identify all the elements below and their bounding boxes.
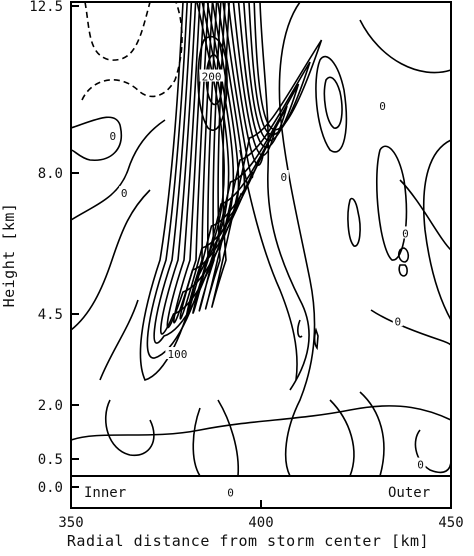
right-contour xyxy=(278,1,316,477)
contour-lines xyxy=(70,1,452,477)
right-closed-contour xyxy=(347,197,361,247)
mid-contour xyxy=(239,149,298,381)
jet-contour xyxy=(166,1,246,329)
zero-contour xyxy=(70,189,151,331)
contour-label-background xyxy=(225,485,236,498)
right-contour xyxy=(399,179,452,251)
x-axis-title: Radial distance from storm center [km] xyxy=(67,532,429,550)
negative-contour xyxy=(81,1,183,101)
contour-label-background xyxy=(278,170,289,183)
right-contour xyxy=(370,309,452,346)
jet-contour xyxy=(211,1,323,308)
lower-contour xyxy=(359,391,385,477)
contour-value-labels: 200 100 0 0 0 0 0 0 0 0 xyxy=(107,69,426,500)
upper-max-contour xyxy=(197,35,228,131)
y-tick-label: 12.5 xyxy=(29,0,63,15)
y-tick-label: 0.5 xyxy=(38,452,63,468)
axis-ticks: 350 400 450 12.5 8.0 4.5 2.0 0.5 0.0 xyxy=(29,0,463,531)
contour-label: 0 xyxy=(227,487,234,500)
contour-label: 100 xyxy=(167,348,187,361)
contour-label-background xyxy=(392,314,403,327)
contour-label-background xyxy=(107,128,118,141)
region-label-outer: Outer xyxy=(388,485,430,501)
contour-label: 0 xyxy=(379,100,386,113)
jet-contour xyxy=(146,1,230,359)
lower-contour xyxy=(414,429,452,474)
zero-contour xyxy=(70,116,123,161)
lower-contour xyxy=(105,399,155,456)
jet-contour xyxy=(139,1,225,381)
contour-label: 0 xyxy=(109,130,116,143)
y-tick-label: 8.0 xyxy=(38,166,63,182)
contour-label-background xyxy=(377,99,388,112)
jet-contour xyxy=(153,1,235,344)
contour-label: 0 xyxy=(121,187,128,200)
right-closed-contour xyxy=(323,76,343,129)
upper-max-contour xyxy=(205,53,223,106)
lower-contour xyxy=(192,407,201,477)
x-tick-label: 400 xyxy=(248,515,273,531)
x-tick-label: 350 xyxy=(58,515,83,531)
right-closed-contour xyxy=(315,55,348,153)
contour-label: 0 xyxy=(402,227,409,240)
contour-label: 200 xyxy=(202,71,222,84)
contour-label: 0 xyxy=(394,315,401,328)
negative-contour xyxy=(84,1,151,61)
mid-contour xyxy=(259,1,310,391)
lower-contour xyxy=(329,399,355,477)
small-contour xyxy=(313,327,319,351)
outer-contour xyxy=(99,299,139,381)
contour-label-background xyxy=(415,457,426,470)
right-contour xyxy=(422,139,452,321)
contour-label-background xyxy=(199,69,224,82)
small-contour xyxy=(297,319,303,338)
contour-label-background xyxy=(400,226,411,239)
small-closed-contour xyxy=(398,264,408,277)
contour-label: 0 xyxy=(417,459,424,472)
y-tick-label: 2.0 xyxy=(38,398,63,414)
jet-contour xyxy=(192,1,288,314)
right-closed-contour xyxy=(375,145,408,261)
contour-label-background xyxy=(165,347,190,360)
lower-contour xyxy=(217,399,240,477)
jet-contour xyxy=(179,1,265,320)
plot-frame xyxy=(70,1,452,509)
zero-contour xyxy=(70,119,166,221)
y-tick-label: 4.5 xyxy=(38,307,63,323)
contour-label: 0 xyxy=(280,171,287,184)
jet-contour xyxy=(204,1,311,310)
right-contour xyxy=(359,19,452,74)
region-label-inner: Inner xyxy=(84,485,126,501)
y-axis-title: Height [km] xyxy=(0,203,18,308)
y-tick-label: 0.0 xyxy=(38,480,63,496)
jet-contour xyxy=(185,1,277,317)
contour-label-background xyxy=(119,186,130,199)
lower-contour xyxy=(70,405,452,441)
x-tick-label: 450 xyxy=(438,515,463,531)
small-closed-contour xyxy=(398,247,410,263)
